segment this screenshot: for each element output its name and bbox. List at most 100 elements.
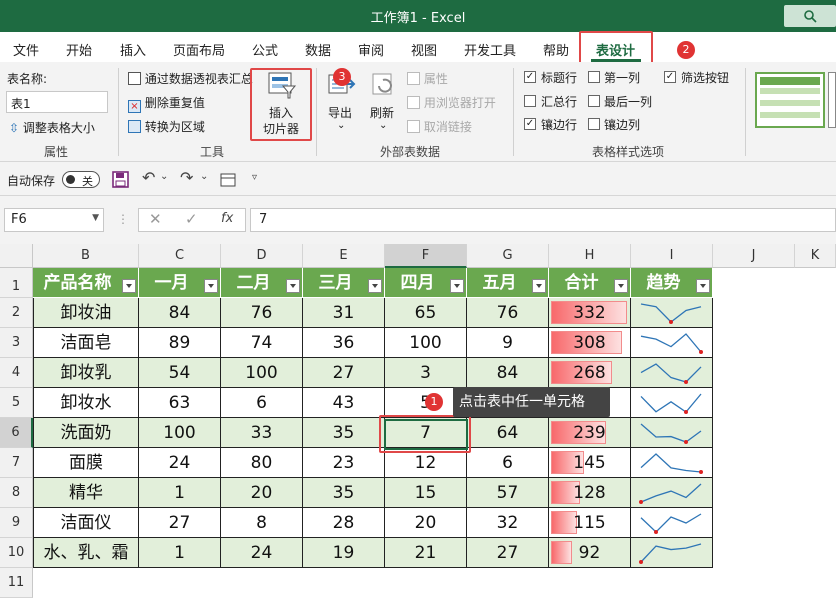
- sparkline-cell[interactable]: [631, 478, 713, 508]
- last-column-checkbox[interactable]: [588, 95, 600, 107]
- tab-help[interactable]: 帮助: [543, 44, 570, 59]
- table-header-cell[interactable]: 合计: [549, 268, 631, 298]
- column-header[interactable]: F: [385, 244, 467, 268]
- value-cell[interactable]: 1: [139, 478, 221, 508]
- column-header[interactable]: B: [33, 244, 139, 268]
- value-cell[interactable]: 100: [385, 328, 467, 358]
- total-cell[interactable]: 268: [549, 358, 631, 388]
- tab-developer[interactable]: 开发工具: [464, 44, 517, 59]
- value-cell[interactable]: 89: [139, 328, 221, 358]
- customize-qat-icon[interactable]: ▿: [252, 172, 258, 183]
- product-name-cell[interactable]: 洗面奶: [33, 418, 139, 448]
- value-cell[interactable]: 76: [221, 298, 303, 328]
- column-header[interactable]: K: [795, 244, 836, 268]
- value-cell[interactable]: 35: [303, 478, 385, 508]
- properties-button[interactable]: 属性: [407, 70, 448, 87]
- filter-dropdown-button[interactable]: [122, 279, 136, 293]
- value-cell[interactable]: 20: [385, 508, 467, 538]
- sparkline-cell[interactable]: [631, 358, 713, 388]
- value-cell[interactable]: 74: [221, 328, 303, 358]
- form-icon[interactable]: [220, 173, 236, 187]
- tab-insert[interactable]: 插入: [120, 44, 147, 59]
- value-cell[interactable]: 9: [467, 328, 549, 358]
- value-cell[interactable]: 24: [221, 538, 303, 568]
- table-header-cell[interactable]: 五月: [467, 268, 549, 298]
- filter-dropdown-button[interactable]: [450, 279, 464, 293]
- redo-icon[interactable]: ↷: [180, 168, 194, 187]
- value-cell[interactable]: 1: [139, 538, 221, 568]
- filter-dropdown-button[interactable]: [532, 279, 546, 293]
- tab-home[interactable]: 开始: [66, 44, 93, 59]
- value-cell[interactable]: 7: [385, 418, 467, 448]
- product-name-cell[interactable]: 洁面皂: [33, 328, 139, 358]
- search-box[interactable]: [784, 5, 836, 27]
- filter-dropdown-button[interactable]: [368, 279, 382, 293]
- row-header[interactable]: 7: [0, 448, 33, 478]
- total-cell[interactable]: 92: [549, 538, 631, 568]
- sparkline-cell[interactable]: [631, 388, 713, 418]
- column-header[interactable]: E: [303, 244, 385, 268]
- total-cell[interactable]: 308: [549, 328, 631, 358]
- table-header-cell[interactable]: 趋势: [631, 268, 713, 298]
- total-cell[interactable]: 239: [549, 418, 631, 448]
- value-cell[interactable]: 64: [467, 418, 549, 448]
- resize-table-button[interactable]: ⇳ 调整表格大小: [9, 119, 95, 136]
- value-cell[interactable]: 33: [221, 418, 303, 448]
- enter-icon[interactable]: ✓: [185, 210, 198, 228]
- column-header[interactable]: C: [139, 244, 221, 268]
- value-cell[interactable]: 28: [303, 508, 385, 538]
- filter-button-checkbox[interactable]: ✓: [664, 71, 676, 83]
- name-box[interactable]: F6 ▼: [4, 208, 104, 232]
- value-cell[interactable]: 3: [385, 358, 467, 388]
- tab-view[interactable]: 视图: [411, 44, 438, 59]
- filter-dropdown-button[interactable]: [286, 279, 300, 293]
- product-name-cell[interactable]: 水、乳、霜: [33, 538, 139, 568]
- sort-filter-dropdown-button[interactable]: [614, 279, 628, 293]
- value-cell[interactable]: 32: [467, 508, 549, 538]
- open-in-browser-button[interactable]: 用浏览器打开: [407, 94, 496, 111]
- tab-data[interactable]: 数据: [305, 44, 332, 59]
- product-name-cell[interactable]: 面膜: [33, 448, 139, 478]
- tab-file[interactable]: 文件: [13, 44, 40, 59]
- select-all-corner[interactable]: [0, 244, 33, 268]
- value-cell[interactable]: 15: [385, 478, 467, 508]
- tab-table-design[interactable]: 表设计: [596, 44, 636, 59]
- value-cell[interactable]: 27: [303, 358, 385, 388]
- column-header[interactable]: J: [713, 244, 795, 268]
- value-cell[interactable]: 57: [467, 478, 549, 508]
- value-cell[interactable]: 27: [139, 508, 221, 538]
- save-icon[interactable]: [112, 171, 130, 189]
- sparkline-cell[interactable]: [631, 448, 713, 478]
- cancel-icon[interactable]: ✕: [149, 210, 162, 228]
- row-header[interactable]: 4: [0, 358, 33, 388]
- insert-function-icon[interactable]: fx: [221, 211, 234, 226]
- row-header[interactable]: 1: [0, 268, 33, 298]
- undo-icon[interactable]: ↶: [142, 168, 156, 187]
- sparkline-cell[interactable]: [631, 418, 713, 448]
- table-name-input[interactable]: 表1: [6, 91, 108, 113]
- row-header[interactable]: 2: [0, 298, 33, 328]
- value-cell[interactable]: 6: [221, 388, 303, 418]
- table-header-cell[interactable]: 二月: [221, 268, 303, 298]
- value-cell[interactable]: 100: [139, 418, 221, 448]
- pivot-summary-button[interactable]: 通过数据透视表汇总: [128, 70, 253, 87]
- product-name-cell[interactable]: 精华: [33, 478, 139, 508]
- value-cell[interactable]: 84: [139, 298, 221, 328]
- column-header[interactable]: D: [221, 244, 303, 268]
- undo-dropdown-icon[interactable]: ⌄: [160, 171, 169, 182]
- filter-dropdown-button[interactable]: [204, 279, 218, 293]
- value-cell[interactable]: 8: [221, 508, 303, 538]
- product-name-cell[interactable]: 卸妆水: [33, 388, 139, 418]
- product-name-cell[interactable]: 洁面仪: [33, 508, 139, 538]
- row-header[interactable]: 3: [0, 328, 33, 358]
- filter-dropdown-button[interactable]: [696, 279, 710, 293]
- value-cell[interactable]: 12: [385, 448, 467, 478]
- total-cell[interactable]: 128: [549, 478, 631, 508]
- value-cell[interactable]: 23: [303, 448, 385, 478]
- product-name-cell[interactable]: 卸妆油: [33, 298, 139, 328]
- table-header-cell[interactable]: 四月: [385, 268, 467, 298]
- table-style-swatch[interactable]: [755, 72, 825, 128]
- value-cell[interactable]: 27: [467, 538, 549, 568]
- value-cell[interactable]: 36: [303, 328, 385, 358]
- table-style-swatch-next[interactable]: [828, 72, 836, 128]
